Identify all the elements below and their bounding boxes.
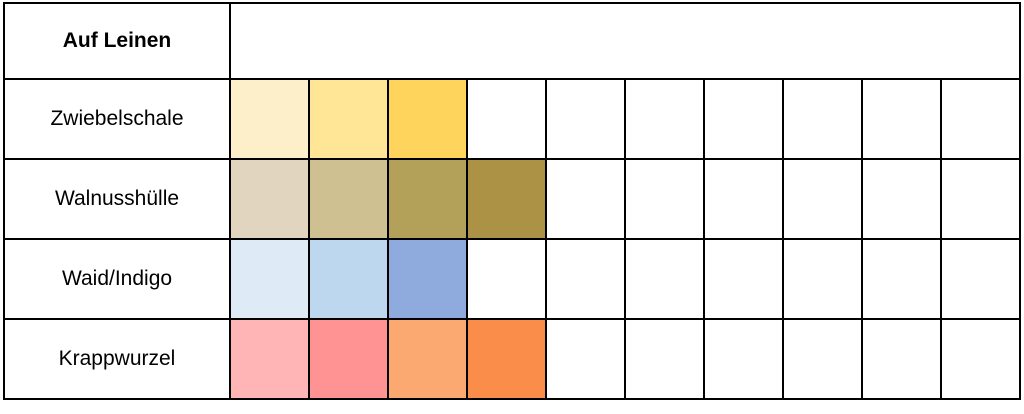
row-label: Walnusshülle <box>3 158 231 240</box>
empty-grid-cell <box>782 78 863 160</box>
table-row-walnusshuelle: Walnusshülle <box>3 158 1021 240</box>
header-empty-cell <box>229 2 1021 80</box>
dye-swatch-cell <box>466 318 547 400</box>
empty-grid-cell <box>782 238 863 320</box>
empty-grid-cell <box>545 318 626 400</box>
empty-grid-cell <box>466 78 547 160</box>
dye-swatch-cell <box>229 158 310 240</box>
empty-grid-cell <box>861 158 942 240</box>
empty-grid-cell <box>703 78 784 160</box>
empty-grid-cell <box>466 238 547 320</box>
empty-grid-cell <box>545 158 626 240</box>
empty-grid-cell <box>703 318 784 400</box>
dye-results-table: Auf Leinen Zwiebelschale Walnusshülle Wa… <box>3 2 1021 400</box>
dye-swatch-cell <box>308 158 389 240</box>
dye-swatch-cell <box>387 78 468 160</box>
empty-grid-cell <box>861 78 942 160</box>
empty-grid-cell <box>545 238 626 320</box>
empty-grid-cell <box>624 318 705 400</box>
empty-grid-cell <box>703 158 784 240</box>
empty-grid-cell <box>545 78 626 160</box>
dye-swatch-cell <box>229 318 310 400</box>
empty-grid-cell <box>940 78 1021 160</box>
empty-grid-cell <box>624 158 705 240</box>
empty-grid-cell <box>940 158 1021 240</box>
dye-swatch-cell <box>308 318 389 400</box>
empty-grid-cell <box>703 238 784 320</box>
dye-swatch-cell <box>387 318 468 400</box>
empty-grid-cell <box>782 158 863 240</box>
row-label: Krappwurzel <box>3 318 231 400</box>
empty-grid-cell <box>940 318 1021 400</box>
table-row-krappwurzel: Krappwurzel <box>3 318 1021 400</box>
dye-swatch-cell <box>387 238 468 320</box>
empty-grid-cell <box>940 238 1021 320</box>
dye-swatch-cell <box>308 78 389 160</box>
dye-swatch-cell <box>466 158 547 240</box>
empty-grid-cell <box>624 238 705 320</box>
empty-grid-cell <box>782 318 863 400</box>
dye-swatch-cell <box>308 238 389 320</box>
table-row-zwiebelschale: Zwiebelschale <box>3 78 1021 160</box>
table-title: Auf Leinen <box>3 2 231 80</box>
dye-swatch-cell <box>387 158 468 240</box>
dye-swatch-cell <box>229 78 310 160</box>
empty-grid-cell <box>624 78 705 160</box>
row-label: Waid/Indigo <box>3 238 231 320</box>
header-row: Auf Leinen <box>3 2 1021 80</box>
empty-grid-cell <box>861 318 942 400</box>
row-label: Zwiebelschale <box>3 78 231 160</box>
empty-grid-cell <box>861 238 942 320</box>
dye-swatch-cell <box>229 238 310 320</box>
table-row-waid-indigo: Waid/Indigo <box>3 238 1021 320</box>
